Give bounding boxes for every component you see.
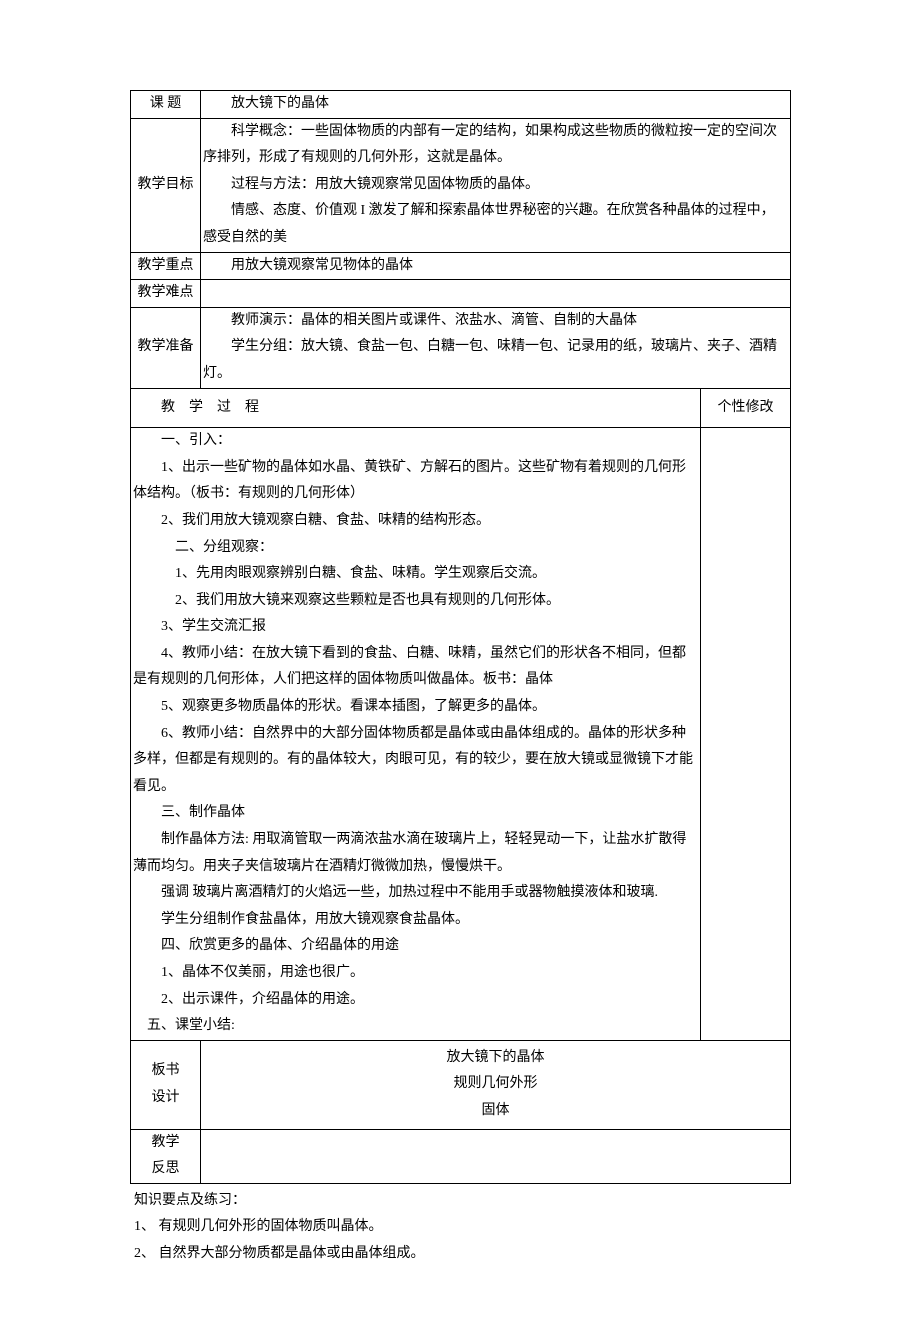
value-difficulty [201, 280, 791, 308]
lesson-plan-table: 课 题 放大镜下的晶体 教学目标 科学概念：一些固体物质的内部有一定的结构，如果… [130, 90, 791, 1184]
proc-p7: 3、学生交流汇报 [133, 614, 698, 641]
board-line3: 固体 [201, 1098, 790, 1125]
proc-p10: 6、教师小结：自然界中的大部分固体物质都是晶体或由晶体组成的。晶体的形状多种多样… [133, 721, 698, 801]
value-keypoint: 用放大镜观察常见物体的晶体 [201, 252, 791, 280]
proc-p4: 二、分组观察： [133, 535, 698, 562]
row-keypoint: 教学重点 用放大镜观察常见物体的晶体 [131, 252, 791, 280]
revision-content [701, 428, 791, 1041]
proc-p5: 1、先用肉眼观察辨别白糖、食盐、味精。学生观察后交流。 [133, 561, 698, 588]
proc-p3: 2、我们用放大镜观察白糖、食盐、味精的结构形态。 [133, 508, 698, 535]
process-label-text: 教 学 过 程 [161, 400, 259, 415]
label-difficulty: 教学难点 [131, 280, 201, 308]
reflection-label-text: 教学 [131, 1130, 200, 1157]
objective-line3: 情感、态度、价值观 I 激发了解和探索晶体世界秘密的兴趣。在欣赏各种晶体的过程中… [203, 198, 788, 251]
proc-p15: 四、欣赏更多的晶体、介绍晶体的用途 [133, 933, 698, 960]
label-board: 板书 设计 [131, 1040, 201, 1129]
proc-p13: 强调 玻璃片离酒精灯的火焰远一些，加热过程中不能用手或器物触摸液体和玻璃. [133, 880, 698, 907]
row-reflection: 教学 反思 [131, 1129, 791, 1183]
proc-p2: 1、出示一些矿物的晶体如水晶、黄铁矿、方解石的图片。这些矿物有着规则的几何形体结… [133, 455, 698, 508]
board-line1: 放大镜下的晶体 [201, 1045, 790, 1072]
notes-item2: 2、 自然界大部分物质都是晶体或由晶体组成。 [134, 1241, 788, 1268]
topic-text: 放大镜下的晶体 [203, 91, 788, 118]
board-line2: 规则几何外形 [201, 1071, 790, 1098]
notes-section: 知识要点及练习： 1、 有规则几何外形的固体物质叫晶体。 2、 自然界大部分物质… [130, 1184, 790, 1270]
row-difficulty: 教学难点 [131, 280, 791, 308]
board-label-text2: 设计 [131, 1085, 200, 1112]
value-topic: 放大镜下的晶体 [201, 91, 791, 119]
proc-p6: 2、我们用放大镜来观察这些颗粒是否也具有规则的几何形体。 [133, 588, 698, 615]
label-objective: 教学目标 [131, 118, 201, 252]
reflection-label-text2: 反思 [131, 1156, 200, 1183]
proc-p11: 三、制作晶体 [133, 800, 698, 827]
proc-p14: 学生分组制作食盐晶体，用放大镜观察食盐晶体。 [133, 907, 698, 934]
proc-p9: 5、观察更多物质晶体的形状。看课本插图，了解更多的晶体。 [133, 694, 698, 721]
objective-line2: 过程与方法：用放大镜观察常见固体物质的晶体。 [203, 172, 788, 199]
proc-p16: 1、晶体不仅美丽，用途也很广。 [133, 960, 698, 987]
row-objective: 教学目标 科学概念：一些固体物质的内部有一定的结构，如果构成这些物质的微粒按一定… [131, 118, 791, 252]
label-keypoint: 教学重点 [131, 252, 201, 280]
proc-p18: 五、课堂小结: [133, 1013, 698, 1040]
process-content: 一、引入： 1、出示一些矿物的晶体如水晶、黄铁矿、方解石的图片。这些矿物有着规则… [131, 428, 701, 1041]
keypoint-text: 用放大镜观察常见物体的晶体 [203, 253, 788, 280]
label-process: 教 学 过 程 [131, 388, 701, 428]
label-reflection: 教学 反思 [131, 1129, 201, 1183]
proc-p1: 一、引入： [133, 428, 698, 455]
label-topic: 课 题 [131, 91, 201, 119]
proc-p8: 4、教师小结：在放大镜下看到的食盐、白糖、味精，虽然它们的形状各不相同，但都是有… [133, 641, 698, 694]
value-objective: 科学概念：一些固体物质的内部有一定的结构，如果构成这些物质的微粒按一定的空间次序… [201, 118, 791, 252]
reflection-content [201, 1129, 791, 1183]
row-preparation: 教学准备 教师演示：晶体的相关图片或课件、浓盐水、滴管、自制的大晶体 学生分组：… [131, 307, 791, 388]
prep-line2: 学生分组：放大镜、食盐一包、白糖一包、味精一包、记录用的纸，玻璃片、夹子、酒精灯… [203, 334, 788, 387]
row-board: 板书 设计 放大镜下的晶体 规则几何外形 固体 [131, 1040, 791, 1129]
label-revision: 个性修改 [701, 388, 791, 428]
notes-title: 知识要点及练习： [134, 1188, 788, 1215]
board-label-text: 板书 [131, 1058, 200, 1085]
value-preparation: 教师演示：晶体的相关图片或课件、浓盐水、滴管、自制的大晶体 学生分组：放大镜、食… [201, 307, 791, 388]
row-topic: 课 题 放大镜下的晶体 [131, 91, 791, 119]
objective-line1: 科学概念：一些固体物质的内部有一定的结构，如果构成这些物质的微粒按一定的空间次序… [203, 119, 788, 172]
prep-line1: 教师演示：晶体的相关图片或课件、浓盐水、滴管、自制的大晶体 [203, 308, 788, 335]
proc-p12: 制作晶体方法: 用取滴管取一两滴浓盐水滴在玻璃片上，轻轻晃动一下，让盐水扩散得薄… [133, 827, 698, 880]
row-process-header: 教 学 过 程 个性修改 [131, 388, 791, 428]
proc-p17: 2、出示课件，介绍晶体的用途。 [133, 987, 698, 1014]
board-content: 放大镜下的晶体 规则几何外形 固体 [201, 1040, 791, 1129]
row-process-body: 一、引入： 1、出示一些矿物的晶体如水晶、黄铁矿、方解石的图片。这些矿物有着规则… [131, 428, 791, 1041]
notes-item1: 1、 有规则几何外形的固体物质叫晶体。 [134, 1214, 788, 1241]
label-preparation: 教学准备 [131, 307, 201, 388]
